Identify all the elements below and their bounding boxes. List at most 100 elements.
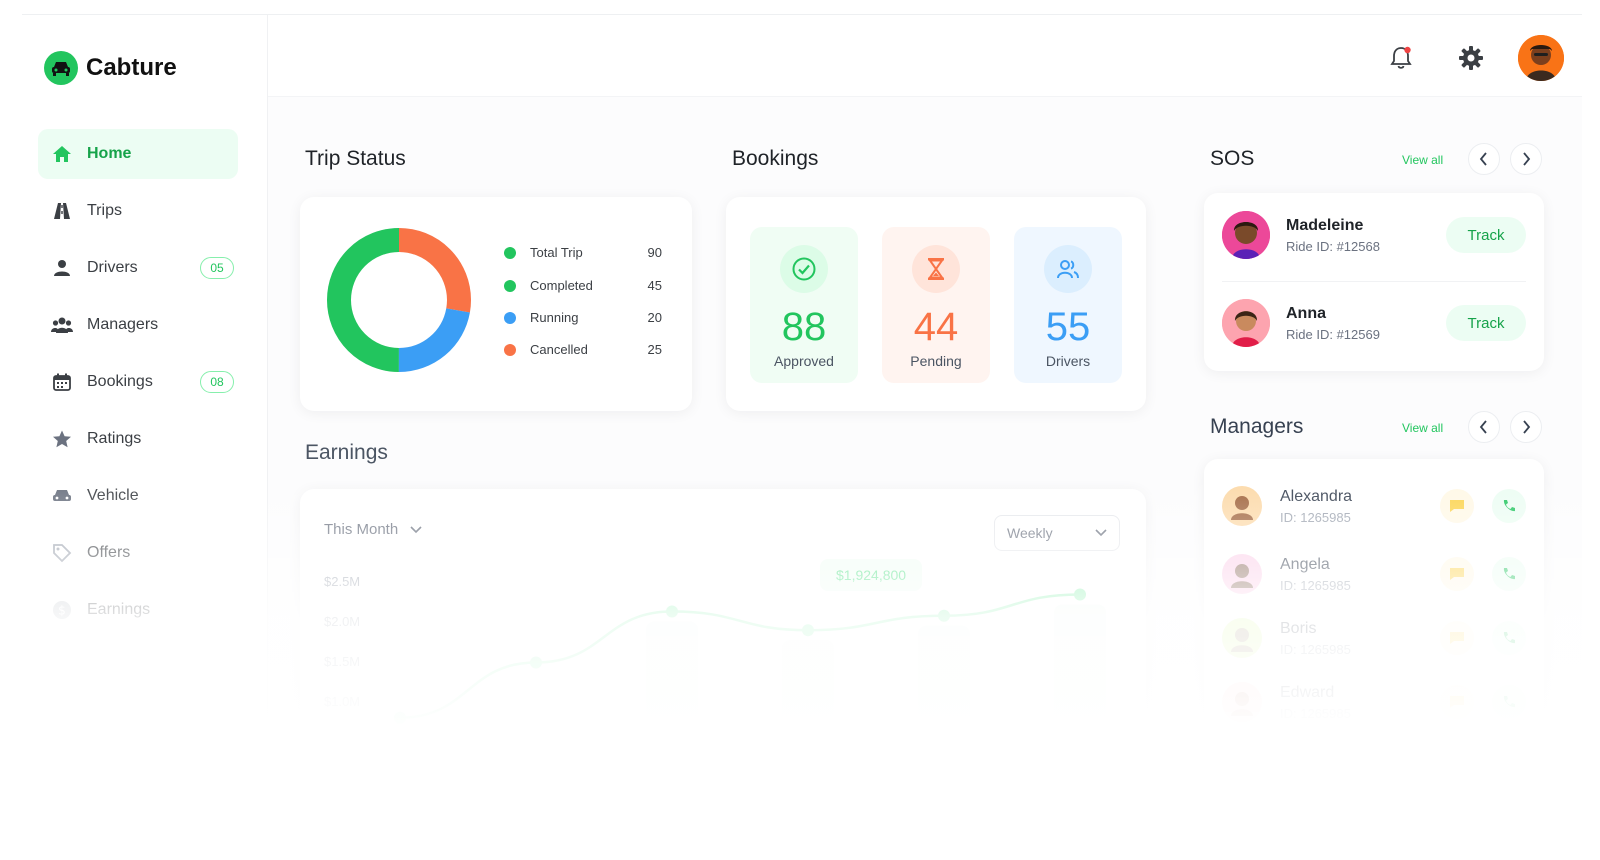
sidebar-item-offers[interactable]: Offers [38, 528, 238, 578]
legend-label: Running [530, 310, 579, 325]
sos-info: Madeleine Ride ID: #12568 [1286, 217, 1380, 254]
earnings-point[interactable] [394, 711, 406, 724]
sidebar-item-label: Trips [87, 202, 122, 219]
bookings-card: 88 Approved 44 Pending 55 Drivers [726, 197, 1146, 411]
manager-item[interactable]: Edward ID: 1265985 [1222, 675, 1538, 729]
avatar [1222, 554, 1262, 594]
managers-view-all-link[interactable]: View all [1402, 421, 1444, 435]
legend-label: Total Trip [530, 245, 583, 260]
earnings-point[interactable] [666, 605, 678, 618]
earnings-series-line [399, 593, 1081, 719]
sidebar-item-managers[interactable]: Managers [38, 300, 238, 350]
sidebar-item-vehicle[interactable]: Vehicle [38, 471, 238, 521]
user-icon [50, 258, 74, 278]
sidebar-item-earnings[interactable]: $ Earnings [38, 585, 238, 635]
manager-item[interactable]: Boris ID: 1265985 [1222, 611, 1538, 665]
sidebar-item-label: Vehicle [87, 487, 139, 504]
sidebar-item-drivers[interactable]: Drivers 05 [38, 243, 238, 293]
earnings-title: Earnings [305, 441, 388, 464]
legend-label: Cancelled [530, 342, 588, 357]
earnings-line-chart [394, 588, 1106, 734]
sidebar-item-bookings[interactable]: Bookings 08 [38, 357, 238, 407]
earnings-point[interactable] [1074, 588, 1086, 601]
sos-view-all-link[interactable]: View all [1402, 153, 1444, 167]
y-tick-label: $2.0M [324, 614, 361, 629]
avatar [1222, 618, 1262, 658]
car-icon [50, 486, 74, 506]
brand-name: Cabture [86, 54, 177, 81]
approved-stat[interactable]: 88 Approved [750, 227, 858, 383]
chat-icon[interactable] [1440, 489, 1474, 523]
sidebar-item-trips[interactable]: Trips [38, 186, 238, 236]
y-tick-label: $2.5M [324, 574, 361, 589]
drivers-stat[interactable]: 55 Drivers [1014, 227, 1122, 383]
brand[interactable]: Cabture [44, 51, 177, 85]
drivers-count-badge: 05 [200, 257, 234, 279]
sidebar-item-label: Offers [87, 544, 131, 561]
sos-card: Madeleine Ride ID: #12568 Track Anna Rid… [1204, 193, 1544, 371]
frequency-select[interactable]: Weekly [994, 515, 1120, 551]
topbar [268, 15, 1582, 97]
chevron-left-icon [1479, 152, 1487, 166]
phone-icon[interactable] [1492, 621, 1526, 655]
legend-dot [504, 343, 516, 356]
chat-icon[interactable] [1440, 685, 1474, 719]
legend-value: 45 [647, 278, 662, 293]
legend-label: Completed [530, 278, 593, 293]
bell-icon[interactable] [1388, 45, 1414, 71]
bookings-title: Bookings [732, 147, 819, 170]
manager-id: ID: 1265985 [1280, 577, 1351, 593]
avatar [1222, 299, 1270, 347]
legend-item: Running 20 [504, 310, 662, 325]
chat-icon[interactable] [1440, 557, 1474, 591]
sos-info: Anna Ride ID: #12569 [1286, 305, 1380, 342]
bookings-count-badge: 08 [200, 371, 234, 393]
phone-icon[interactable] [1492, 685, 1526, 719]
car-logo-icon [44, 51, 78, 85]
sidebar-item-ratings[interactable]: Ratings [38, 414, 238, 464]
managers-prev-button[interactable] [1468, 411, 1500, 443]
sidebar-item-home[interactable]: Home [38, 129, 238, 179]
app-window: Cabture Home Trips Drivers 05 Managers [22, 14, 1582, 734]
sos-prev-button[interactable] [1468, 143, 1500, 175]
manager-info: Boris ID: 1265985 [1280, 620, 1351, 657]
sos-item[interactable]: Madeleine Ride ID: #12568 Track [1222, 205, 1542, 265]
managers-next-button[interactable] [1510, 411, 1542, 443]
sos-name: Madeleine [1286, 216, 1364, 234]
chat-icon[interactable] [1440, 621, 1474, 655]
track-button[interactable]: Track [1446, 217, 1526, 253]
legend-dot [504, 311, 516, 324]
sos-item[interactable]: Anna Ride ID: #12569 Track [1222, 293, 1542, 353]
sos-name: Anna [1286, 304, 1326, 322]
legend-dot [504, 246, 516, 259]
main-content: Trip Status Total Trip 90 Completed 45 Run… [268, 97, 1582, 734]
sos-title: SOS [1210, 147, 1255, 170]
star-icon [50, 429, 74, 449]
legend-item: Cancelled 25 [504, 342, 662, 357]
phone-icon[interactable] [1492, 557, 1526, 591]
manager-item[interactable]: Angela ID: 1265985 [1222, 547, 1538, 601]
manager-info: Alexandra ID: 1265985 [1280, 488, 1352, 525]
earnings-point[interactable] [530, 656, 542, 669]
phone-icon[interactable] [1492, 489, 1526, 523]
user-avatar[interactable] [1518, 35, 1564, 81]
sos-ride-id: Ride ID: #12568 [1286, 238, 1380, 254]
calendar-icon [50, 372, 74, 392]
approved-count: 88 [781, 305, 827, 349]
pending-count: 44 [913, 305, 959, 349]
earnings-point[interactable] [802, 624, 814, 637]
avatar [1222, 682, 1262, 722]
track-button[interactable]: Track [1446, 305, 1526, 341]
period-select[interactable]: This Month [324, 521, 422, 538]
drivers-label: Drivers [1045, 353, 1091, 369]
y-tick-label: $1.5M [324, 654, 361, 669]
earnings-point[interactable] [938, 609, 950, 622]
trip-status-legend: Total Trip 90 Completed 45 Running 20 Cance… [504, 245, 662, 365]
trip-status-card: Total Trip 90 Completed 45 Running 20 Cance… [300, 197, 692, 411]
legend-value: 25 [647, 342, 662, 357]
gear-icon[interactable] [1458, 45, 1484, 71]
sos-next-button[interactable] [1510, 143, 1542, 175]
manager-item[interactable]: Alexandra ID: 1265985 [1222, 479, 1538, 533]
pending-stat[interactable]: 44 Pending [882, 227, 990, 383]
donut-running-segment [327, 228, 471, 372]
